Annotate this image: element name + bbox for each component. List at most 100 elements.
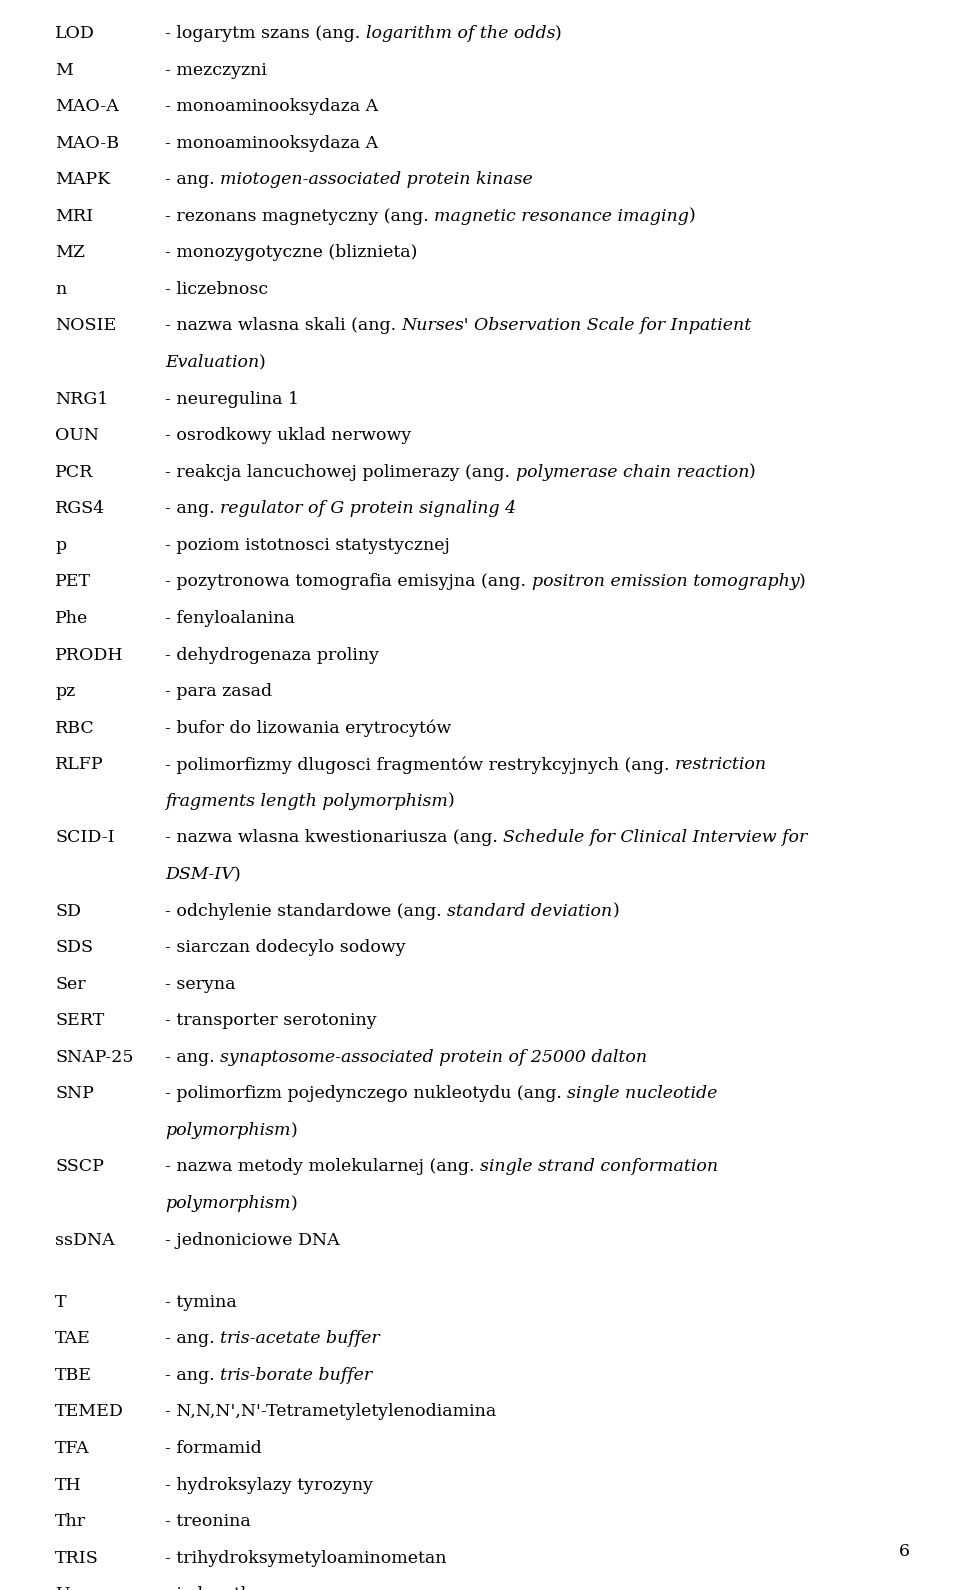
Text: Ser: Ser <box>55 976 85 992</box>
Text: standard deviation: standard deviation <box>447 903 612 919</box>
Text: - logarytm szans (ang.: - logarytm szans (ang. <box>165 25 366 41</box>
Text: Schedule for Clinical Interview for: Schedule for Clinical Interview for <box>503 830 807 846</box>
Text: TEMED: TEMED <box>55 1404 124 1420</box>
Text: SD: SD <box>55 903 81 919</box>
Text: Nurses' Observation Scale for Inpatient: Nurses' Observation Scale for Inpatient <box>401 318 752 334</box>
Text: - neuregulina 1: - neuregulina 1 <box>165 391 299 407</box>
Text: U: U <box>55 1587 69 1590</box>
Text: TRIS: TRIS <box>55 1550 99 1566</box>
Text: polymorphism: polymorphism <box>165 1196 291 1212</box>
Text: - formamid: - formamid <box>165 1441 262 1456</box>
Text: ): ) <box>749 464 756 480</box>
Text: ): ) <box>448 793 455 809</box>
Text: Thr: Thr <box>55 1514 86 1530</box>
Text: - polimorfizmy dlugosci fragmentów restrykcyjnych (ang.: - polimorfizmy dlugosci fragmentów restr… <box>165 757 675 774</box>
Text: SNP: SNP <box>55 1086 94 1102</box>
Text: - ang.: - ang. <box>165 1049 220 1065</box>
Text: - jednoniciowe DNA: - jednoniciowe DNA <box>165 1232 340 1248</box>
Text: PCR: PCR <box>55 464 93 480</box>
Text: synaptosome-associated protein of 25000 dalton: synaptosome-associated protein of 25000 … <box>220 1049 647 1065</box>
Text: - transporter serotoniny: - transporter serotoniny <box>165 1013 376 1029</box>
Text: - nazwa metody molekularnej (ang.: - nazwa metody molekularnej (ang. <box>165 1159 480 1175</box>
Text: T: T <box>55 1294 66 1310</box>
Text: - pozytronowa tomografia emisyjna (ang.: - pozytronowa tomografia emisyjna (ang. <box>165 574 532 590</box>
Text: SCID-I: SCID-I <box>55 830 114 846</box>
Text: - ang.: - ang. <box>165 501 220 517</box>
Text: - osrodkowy uklad nerwowy: - osrodkowy uklad nerwowy <box>165 428 411 444</box>
Text: ssDNA: ssDNA <box>55 1232 114 1248</box>
Text: 6: 6 <box>899 1542 910 1560</box>
Text: - rezonans magnetyczny (ang.: - rezonans magnetyczny (ang. <box>165 208 434 224</box>
Text: regulator of G protein signaling 4: regulator of G protein signaling 4 <box>220 501 516 517</box>
Text: ): ) <box>689 208 696 224</box>
Text: miotogen-associated protein kinase: miotogen-associated protein kinase <box>220 172 533 188</box>
Text: single strand conformation: single strand conformation <box>480 1159 718 1175</box>
Text: - fenyloalanina: - fenyloalanina <box>165 611 295 626</box>
Text: MAPK: MAPK <box>55 172 110 188</box>
Text: - jednostka: - jednostka <box>165 1587 262 1590</box>
Text: - monoaminooksydaza A: - monoaminooksydaza A <box>165 135 378 151</box>
Text: MZ: MZ <box>55 245 84 261</box>
Text: ): ) <box>555 25 562 41</box>
Text: logarithm of the odds: logarithm of the odds <box>366 25 555 41</box>
Text: SDS: SDS <box>55 940 93 956</box>
Text: SNAP-25: SNAP-25 <box>55 1049 133 1065</box>
Text: MAO-B: MAO-B <box>55 135 119 151</box>
Text: positron emission tomography: positron emission tomography <box>532 574 800 590</box>
Text: MRI: MRI <box>55 208 93 224</box>
Text: TAE: TAE <box>55 1331 91 1347</box>
Text: - trihydroksymetyloaminometan: - trihydroksymetyloaminometan <box>165 1550 446 1566</box>
Text: - treonina: - treonina <box>165 1514 251 1530</box>
Text: - nazwa wlasna kwestionariusza (ang.: - nazwa wlasna kwestionariusza (ang. <box>165 830 503 846</box>
Text: - poziom istotnosci statystycznej: - poziom istotnosci statystycznej <box>165 537 450 553</box>
Text: - nazwa wlasna skali (ang.: - nazwa wlasna skali (ang. <box>165 318 401 334</box>
Text: NRG1: NRG1 <box>55 391 108 407</box>
Text: ): ) <box>291 1196 298 1212</box>
Text: - dehydrogenaza proliny: - dehydrogenaza proliny <box>165 647 379 663</box>
Text: pz: pz <box>55 684 75 700</box>
Text: - odchylenie standardowe (ang.: - odchylenie standardowe (ang. <box>165 903 447 919</box>
Text: fragments length polymorphism: fragments length polymorphism <box>165 793 448 809</box>
Text: - mezczyzni: - mezczyzni <box>165 62 267 78</box>
Text: ): ) <box>800 574 806 590</box>
Text: - hydroksylazy tyrozyny: - hydroksylazy tyrozyny <box>165 1477 373 1493</box>
Text: RLFP: RLFP <box>55 757 104 773</box>
Text: DSM-IV: DSM-IV <box>165 867 233 882</box>
Text: ): ) <box>259 355 266 370</box>
Text: polymerase chain reaction: polymerase chain reaction <box>516 464 749 480</box>
Text: - para zasad: - para zasad <box>165 684 272 700</box>
Text: - polimorfizm pojedynczego nukleotydu (ang.: - polimorfizm pojedynczego nukleotydu (a… <box>165 1086 567 1102</box>
Text: polymorphism: polymorphism <box>165 1123 291 1138</box>
Text: Evaluation: Evaluation <box>165 355 259 370</box>
Text: RGS4: RGS4 <box>55 501 106 517</box>
Text: PET: PET <box>55 574 91 590</box>
Text: n: n <box>55 281 66 297</box>
Text: OUN: OUN <box>55 428 99 444</box>
Text: - tymina: - tymina <box>165 1294 237 1310</box>
Text: tris-borate buffer: tris-borate buffer <box>220 1367 372 1383</box>
Text: ): ) <box>291 1123 298 1138</box>
Text: - ang.: - ang. <box>165 1331 220 1347</box>
Text: SERT: SERT <box>55 1013 105 1029</box>
Text: ): ) <box>612 903 619 919</box>
Text: PRODH: PRODH <box>55 647 124 663</box>
Text: ): ) <box>233 867 241 882</box>
Text: - liczebnosc: - liczebnosc <box>165 281 268 297</box>
Text: LOD: LOD <box>55 25 95 41</box>
Text: RBC: RBC <box>55 720 95 736</box>
Text: p: p <box>55 537 66 553</box>
Text: - reakcja lancuchowej polimerazy (ang.: - reakcja lancuchowej polimerazy (ang. <box>165 464 516 480</box>
Text: TH: TH <box>55 1477 82 1493</box>
Text: - monozygotyczne (bliznieta): - monozygotyczne (bliznieta) <box>165 245 418 261</box>
Text: TFA: TFA <box>55 1441 89 1456</box>
Text: - monoaminooksydaza A: - monoaminooksydaza A <box>165 99 378 114</box>
Text: tris-acetate buffer: tris-acetate buffer <box>220 1331 380 1347</box>
Text: M: M <box>55 62 73 78</box>
Text: TBE: TBE <box>55 1367 92 1383</box>
Text: - N,N,N',N'-Tetrametyletylenodiamina: - N,N,N',N'-Tetrametyletylenodiamina <box>165 1404 496 1420</box>
Text: MAO-A: MAO-A <box>55 99 119 114</box>
Text: single nucleotide: single nucleotide <box>567 1086 718 1102</box>
Text: - ang.: - ang. <box>165 1367 220 1383</box>
Text: - siarczan dodecylo sodowy: - siarczan dodecylo sodowy <box>165 940 406 956</box>
Text: Phe: Phe <box>55 611 88 626</box>
